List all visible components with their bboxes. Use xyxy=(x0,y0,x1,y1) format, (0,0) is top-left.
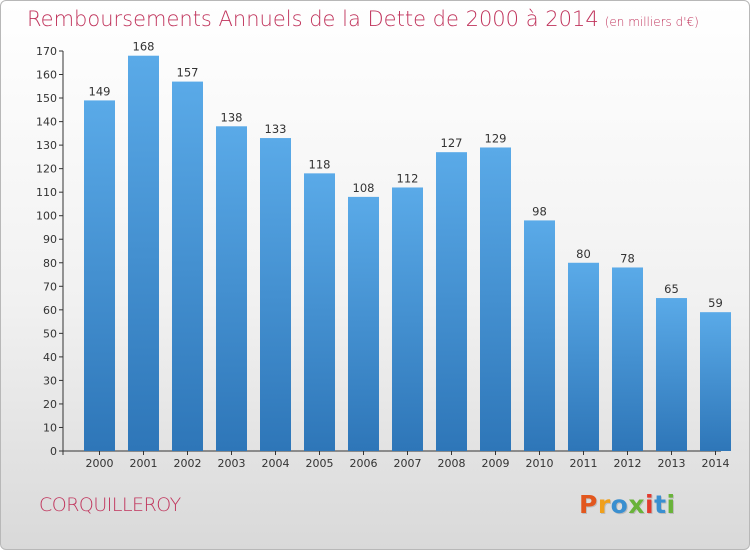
bar xyxy=(172,81,203,452)
bar-value-label: 59 xyxy=(708,296,723,310)
logo-letter: P xyxy=(579,490,598,519)
bar-value-label: 127 xyxy=(441,136,463,150)
x-tick-label: 2009 xyxy=(482,457,510,470)
y-tick-label: 10 xyxy=(43,421,57,434)
x-tick-label: 2013 xyxy=(658,457,686,470)
bar xyxy=(524,220,555,451)
bar-value-label: 149 xyxy=(89,84,111,98)
y-tick-label: 0 xyxy=(50,445,57,458)
y-tick-label: 90 xyxy=(43,233,57,246)
bar-value-label: 129 xyxy=(485,131,507,145)
bar-value-label: 138 xyxy=(221,110,243,124)
bar xyxy=(260,138,291,451)
logo-letter: r xyxy=(597,490,611,519)
bar xyxy=(568,262,599,451)
y-tick-label: 140 xyxy=(36,116,57,129)
x-tick-label: 2014 xyxy=(702,457,730,470)
city-name: CORQUILLEROY xyxy=(39,494,181,516)
logo-letter: i xyxy=(645,490,655,519)
bar xyxy=(436,152,467,452)
bar xyxy=(700,312,731,451)
y-tick-label: 170 xyxy=(36,45,57,58)
x-tick-label: 2004 xyxy=(262,457,290,470)
y-tick-label: 30 xyxy=(43,374,57,387)
bar-value-label: 157 xyxy=(177,66,199,80)
y-tick-label: 80 xyxy=(43,257,57,270)
bar-value-label: 118 xyxy=(309,157,331,171)
y-tick-label: 150 xyxy=(36,92,57,105)
unit-label: (en milliers d'€) xyxy=(604,15,699,29)
logo-letter: x xyxy=(628,490,645,519)
y-tick-label: 130 xyxy=(36,139,57,152)
bar-value-label: 80 xyxy=(576,247,591,261)
y-tick-label: 120 xyxy=(36,163,57,176)
y-tick-label: 160 xyxy=(36,69,57,82)
bar-value-label: 133 xyxy=(265,122,287,136)
y-tick-label: 100 xyxy=(36,210,57,223)
bar xyxy=(656,298,687,451)
x-tick-label: 2005 xyxy=(306,457,334,470)
x-tick-label: 2008 xyxy=(438,457,466,470)
bar xyxy=(392,187,423,451)
x-tick-label: 2000 xyxy=(86,457,114,470)
bar-value-label: 108 xyxy=(353,181,375,195)
bar-value-label: 168 xyxy=(133,40,155,54)
bar-value-label: 112 xyxy=(397,171,419,185)
logo-letter: t xyxy=(654,490,667,519)
bar-value-label: 98 xyxy=(532,204,547,218)
y-tick-label: 40 xyxy=(43,351,57,364)
bar-value-label: 78 xyxy=(620,251,635,265)
chart-title: Remboursements Annuels de la Dette de 20… xyxy=(27,7,699,31)
bar xyxy=(128,55,159,452)
bar xyxy=(480,147,511,451)
y-tick-label: 70 xyxy=(43,280,57,293)
x-tick-label: 2003 xyxy=(218,457,246,470)
title-text: Remboursements Annuels de la Dette de 20… xyxy=(27,7,599,31)
bar xyxy=(612,267,643,451)
x-tick-label: 2002 xyxy=(174,457,202,470)
y-tick-label: 110 xyxy=(36,186,57,199)
y-tick-label: 20 xyxy=(43,398,57,411)
y-tick-label: 60 xyxy=(43,304,57,317)
bar xyxy=(304,173,335,451)
x-tick-label: 2010 xyxy=(526,457,554,470)
bar xyxy=(348,196,379,451)
x-tick-label: 2001 xyxy=(130,457,158,470)
bar-value-label: 65 xyxy=(664,282,679,296)
x-tick-label: 2006 xyxy=(350,457,378,470)
x-tick-label: 2007 xyxy=(394,457,422,470)
proxiti-logo: Proxiti xyxy=(579,490,676,519)
bar xyxy=(216,126,247,451)
logo-letter: o xyxy=(610,490,629,519)
x-tick-label: 2012 xyxy=(614,457,642,470)
x-tick-label: 2011 xyxy=(570,457,598,470)
y-tick-label: 50 xyxy=(43,327,57,340)
logo-letter: i xyxy=(666,490,676,519)
bar xyxy=(84,100,115,451)
